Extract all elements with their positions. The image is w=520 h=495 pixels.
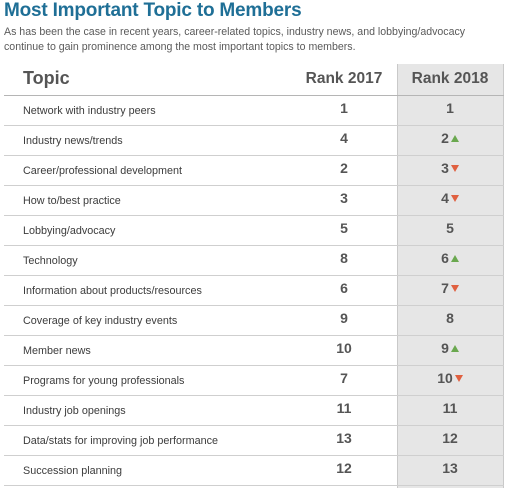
topic-cell: Succession planning — [23, 465, 123, 477]
rank-2017-cell: 1 — [291, 100, 397, 116]
rank-2018-column-highlight — [397, 64, 504, 488]
rank-2017-value: 5 — [340, 220, 348, 236]
table-row: Network with industry peers 1 1 — [4, 96, 504, 126]
rank-2018-cell: 5 — [397, 220, 503, 236]
rank-2018-cell: 3 — [397, 160, 503, 176]
topic-cell: Lobbying/advocacy — [23, 225, 116, 237]
rank-2017-value: 12 — [336, 460, 352, 476]
topic-cell: Industry news/trends — [23, 135, 123, 147]
rank-2017-cell: 9 — [291, 310, 397, 326]
table-row: Succession planning 12 13 — [4, 456, 504, 486]
header-topic: Topic — [23, 68, 70, 88]
rank-2018-cell: 6 — [397, 250, 503, 266]
rank-table: Topic Rank 2017 Rank 2018 Network with i… — [4, 64, 504, 488]
rank-2018-value: 3 — [441, 160, 449, 176]
rank-down-arrow-icon — [450, 284, 459, 292]
topic-cell: Industry job openings — [23, 405, 126, 417]
rank-2017-value: 10 — [336, 340, 352, 356]
rank-2017-value: 7 — [340, 370, 348, 386]
topic-cell: Programs for young professionals — [23, 375, 185, 387]
rank-2018-value: 2 — [441, 130, 449, 146]
page-subtitle: As has been the case in recent years, ca… — [4, 26, 466, 53]
rank-2018-value: 13 — [442, 460, 458, 476]
table-row: Lobbying/advocacy 5 5 — [4, 216, 504, 246]
rank-2018-cell: 12 — [397, 430, 503, 446]
rank-2018-cell: 10 — [397, 370, 503, 386]
table-row: Information about products/resources 6 7 — [4, 276, 504, 306]
table-row: Member news 10 9 — [4, 336, 504, 366]
topic-cell: Career/professional development — [23, 165, 183, 177]
topic-cell: Coverage of key industry events — [23, 315, 178, 327]
rank-2018-cell: 7 — [397, 280, 503, 296]
rank-up-arrow-icon — [450, 344, 459, 352]
rank-2018-cell: 9 — [397, 340, 503, 356]
table-row: Programs for young professionals 7 10 — [4, 366, 504, 396]
table-row: Data/stats for improving job performance… — [4, 426, 504, 456]
rank-2018-cell: 11 — [397, 400, 503, 416]
rank-2018-value: 5 — [446, 220, 454, 236]
rank-2017-value: 3 — [340, 190, 348, 206]
rank-2018-value: 12 — [442, 430, 458, 446]
rank-2018-cell: 1 — [397, 100, 503, 116]
topic-cell: Network with industry peers — [23, 105, 156, 117]
rank-2018-value: 9 — [441, 340, 449, 356]
rank-2017-cell: 2 — [291, 160, 397, 176]
rank-2017-cell: 12 — [291, 460, 397, 476]
rank-2017-value: 9 — [340, 310, 348, 326]
table-row: How to/best practice 3 4 — [4, 186, 504, 216]
rank-up-arrow-icon — [450, 254, 459, 262]
page-title: Most Important Topic to Members — [4, 0, 302, 21]
rank-2017-cell: 6 — [291, 280, 397, 296]
rank-up-arrow-icon — [450, 134, 459, 142]
rank-2017-cell: 8 — [291, 250, 397, 266]
rank-2018-cell: 4 — [397, 190, 503, 206]
table-row: Industry news/trends 4 2 — [4, 126, 504, 156]
rank-2018-cell: 2 — [397, 130, 503, 146]
header-rank-2017: Rank 2017 — [305, 70, 383, 87]
rank-2018-value: 8 — [446, 310, 454, 326]
rank-2017-value: 6 — [340, 280, 348, 296]
table-body: Network with industry peers 1 1 Industry ne… — [4, 96, 504, 486]
rank-2017-value: 2 — [340, 160, 348, 176]
topic-cell: Technology — [23, 255, 78, 267]
table-row: Career/professional development 2 3 — [4, 156, 504, 186]
rank-2018-cell: 13 — [397, 460, 503, 476]
header-rank-2018: Rank 2018 — [411, 70, 489, 87]
topic-cell: Information about products/resources — [23, 285, 202, 297]
rank-2017-value: 4 — [340, 130, 348, 146]
rank-2017-cell: 5 — [291, 220, 397, 236]
table-row: Industry job openings 11 11 — [4, 396, 504, 426]
rank-2017-cell: 3 — [291, 190, 397, 206]
table-row: Technology 8 6 — [4, 246, 504, 276]
rank-2017-value: 13 — [336, 430, 352, 446]
rank-down-arrow-icon — [450, 164, 459, 172]
rank-2018-value: 6 — [441, 250, 449, 266]
rank-2018-value: 1 — [446, 100, 454, 116]
table-header: Topic Rank 2017 Rank 2018 — [4, 64, 504, 96]
topic-cell: How to/best practice — [23, 195, 121, 207]
rank-down-arrow-icon — [454, 374, 463, 382]
topic-cell: Member news — [23, 345, 91, 357]
rank-2017-cell: 11 — [291, 400, 397, 416]
rank-2017-cell: 10 — [291, 340, 397, 356]
rank-2017-cell: 4 — [291, 130, 397, 146]
rank-2018-cell: 8 — [397, 310, 503, 326]
rank-2018-value: 11 — [442, 400, 458, 416]
rank-2017-cell: 7 — [291, 370, 397, 386]
rank-2017-value: 8 — [340, 250, 348, 266]
rank-2017-value: 1 — [340, 100, 348, 116]
rank-2017-cell: 13 — [291, 430, 397, 446]
rank-2018-value: 4 — [441, 190, 449, 206]
rank-2017-value: 11 — [336, 400, 352, 416]
rank-down-arrow-icon — [450, 194, 459, 202]
table-row: Coverage of key industry events 9 8 — [4, 306, 504, 336]
rank-2018-value: 7 — [441, 280, 449, 296]
rank-2018-value: 10 — [437, 370, 453, 386]
topic-cell: Data/stats for improving job performance — [23, 435, 219, 447]
